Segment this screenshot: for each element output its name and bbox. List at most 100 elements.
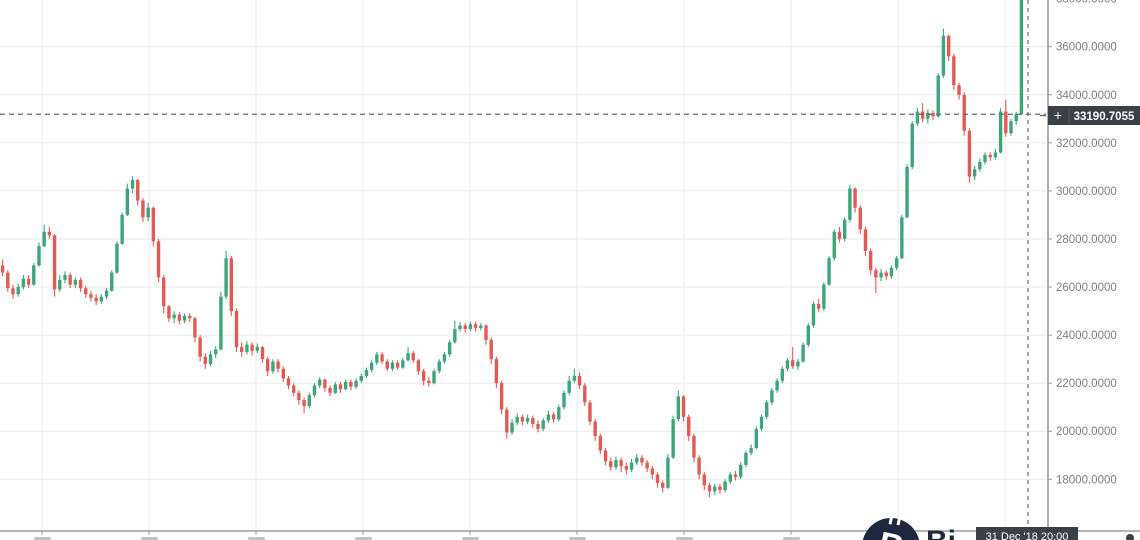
candle-down (136, 180, 140, 201)
candle-up (744, 452, 748, 465)
candle-down (193, 318, 197, 338)
candle-up (63, 275, 67, 280)
candle-down (681, 396, 686, 417)
candle-down (229, 258, 234, 312)
candle-up (515, 416, 519, 423)
candle-up (359, 375, 363, 381)
candle-up (224, 258, 228, 297)
crosshair-price-label: 33190.7055 (1074, 111, 1135, 123)
candle-up (941, 35, 946, 76)
candle-up (317, 379, 322, 386)
candle-down (790, 360, 795, 367)
candle-down (260, 347, 265, 360)
candle-down (291, 385, 296, 393)
candle-up (37, 246, 41, 266)
price-scale-background[interactable] (1048, 0, 1140, 540)
candle-up (749, 448, 753, 453)
candle-up (390, 362, 395, 369)
candle-up (614, 460, 618, 468)
candle-down (297, 392, 301, 400)
candle-up (219, 296, 223, 350)
candle-down (931, 112, 935, 117)
candle-down (177, 314, 182, 321)
candle-up (775, 380, 779, 391)
candle-up (453, 329, 457, 343)
candle-up (99, 296, 104, 302)
candle-down (952, 56, 956, 86)
candle-up (354, 380, 358, 387)
candle-down (0, 265, 5, 273)
candle-up (130, 180, 135, 189)
candle-up (827, 258, 831, 285)
candle-down (874, 270, 878, 278)
candle-up (1014, 113, 1018, 122)
candle-up (713, 486, 717, 492)
candle-down (265, 359, 270, 372)
candle-down (463, 325, 467, 330)
candle-down (884, 272, 888, 277)
candle-down (380, 354, 384, 362)
x-axis-label-clipped (248, 537, 265, 540)
candle-up (739, 464, 743, 477)
candle-down (624, 466, 629, 470)
candle-up (801, 344, 805, 362)
candle-down (203, 356, 208, 364)
candle-down (421, 371, 426, 381)
candle-up (375, 354, 379, 363)
candle-up (676, 396, 681, 420)
candle-down (286, 378, 291, 386)
candle-up (442, 354, 447, 362)
candle-down (26, 278, 31, 285)
candle-down (188, 315, 192, 319)
y-axis-label: 28000.0000 (1056, 234, 1117, 246)
candle-down (484, 325, 488, 340)
candle-up (1009, 121, 1013, 134)
candle-up (671, 419, 675, 458)
candle-down (302, 399, 306, 406)
candle-down (68, 275, 72, 285)
candle-down (94, 297, 98, 302)
candle-down (411, 353, 415, 361)
candle-up (333, 384, 337, 393)
candle-up (541, 420, 545, 429)
candle-down (151, 207, 156, 242)
candle-down (962, 94, 966, 131)
x-axis-label-clipped (355, 537, 372, 540)
candle-down (697, 457, 701, 475)
candle-down (536, 424, 540, 429)
candle-down (609, 461, 613, 468)
candle-up (312, 385, 317, 396)
candle-up (811, 303, 816, 326)
candle-down (577, 375, 582, 386)
candle-up (567, 380, 571, 393)
candle-down (593, 421, 597, 437)
candle-up (759, 416, 764, 429)
candle-down (853, 188, 857, 208)
watermark-brand-text: Bi (926, 525, 956, 540)
candle-down (1004, 111, 1008, 134)
candle-up (369, 362, 374, 370)
candle-down (198, 337, 202, 357)
add-order-plus-button[interactable]: + (1054, 107, 1062, 123)
candle-up (307, 395, 311, 406)
candle-down (946, 35, 951, 57)
candle-up (42, 231, 46, 247)
candle-down (276, 361, 280, 369)
candle-up (125, 188, 130, 215)
candle-up (21, 278, 26, 288)
x-axis-label-clipped (34, 537, 51, 540)
y-axis-label: 32000.0000 (1056, 138, 1117, 150)
candle-up (666, 457, 670, 488)
candle-down (338, 384, 343, 390)
candle-up (765, 402, 769, 417)
y-axis-label: 30000.0000 (1056, 186, 1117, 198)
candle-down (328, 387, 332, 393)
candle-up (16, 287, 20, 295)
candle-up (73, 279, 78, 285)
candle-down (141, 200, 145, 218)
candle-down (816, 303, 821, 309)
candle-up (785, 360, 790, 369)
candle-up (889, 267, 894, 277)
